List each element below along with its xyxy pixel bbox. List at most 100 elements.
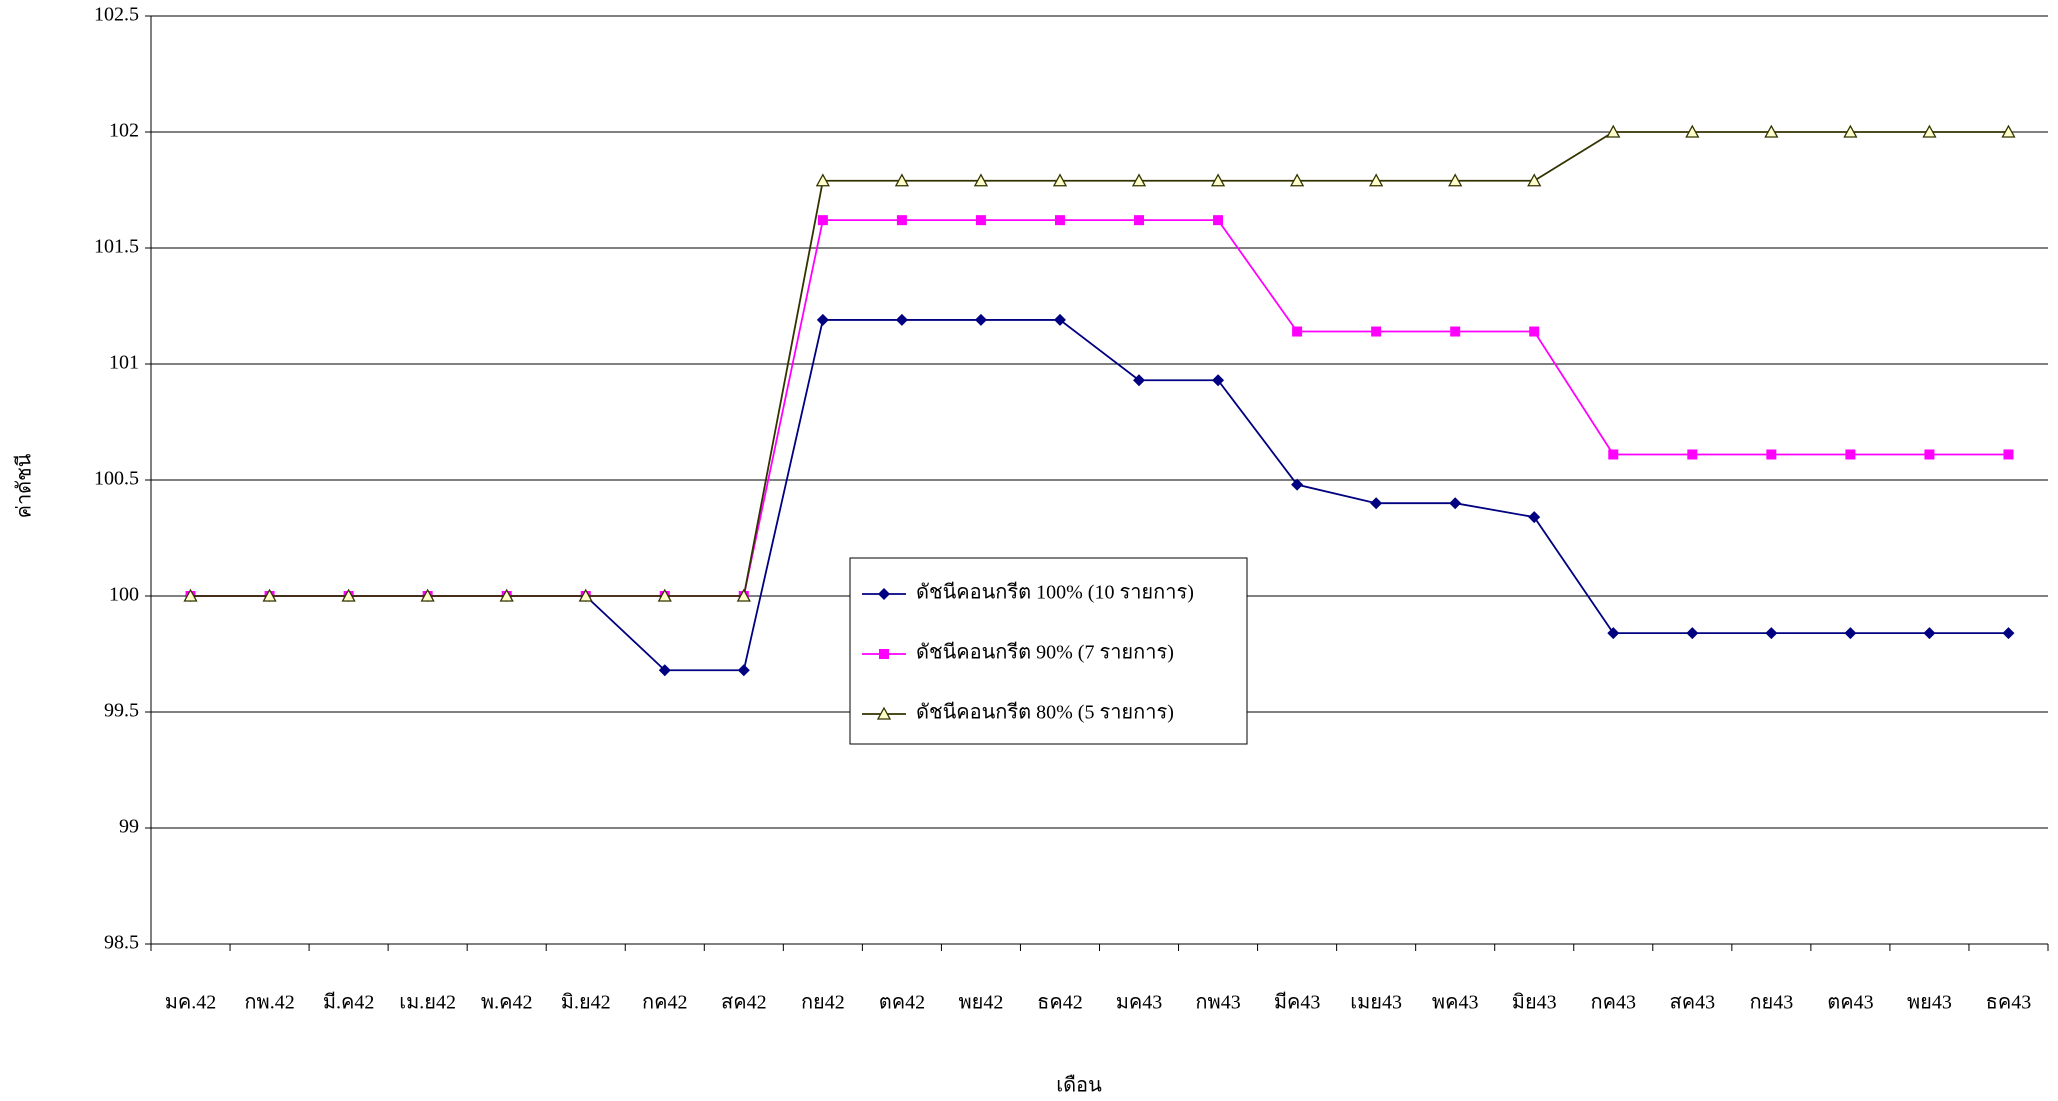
marker — [499, 588, 514, 602]
x-tick-label: กค43 — [1591, 992, 1637, 1014]
marker — [1764, 124, 1779, 138]
marker — [2002, 627, 2015, 640]
marker — [1052, 173, 1068, 187]
x-tick-label: พ.ค42 — [481, 992, 533, 1014]
marker — [658, 664, 671, 677]
marker — [974, 313, 987, 326]
x-tick-label: ธค43 — [1986, 992, 2032, 1014]
marker — [817, 215, 828, 226]
x-tick-label: ตค43 — [1827, 992, 1873, 1014]
marker — [1686, 627, 1699, 640]
marker — [2003, 449, 2014, 460]
x-tick-label: มค.42 — [165, 992, 217, 1014]
marker — [1054, 215, 1065, 226]
legend-marker — [878, 588, 890, 600]
marker — [1766, 449, 1777, 460]
x-tick-label: ตค42 — [879, 992, 925, 1014]
marker — [657, 588, 672, 602]
marker — [737, 664, 750, 677]
legend-marker — [879, 649, 889, 659]
marker — [1843, 124, 1858, 138]
marker — [1290, 173, 1305, 187]
y-tick-label: 101.5 — [94, 236, 139, 258]
marker — [1607, 627, 1620, 640]
marker — [1134, 215, 1145, 226]
marker — [1131, 173, 1147, 187]
legend-label: ดัชนีคอนกรีต 90% (7 รายการ) — [916, 642, 1174, 664]
marker — [1450, 326, 1461, 337]
marker — [1371, 326, 1382, 337]
legend-label: ดัชนีคอนกรีต 80% (5 รายการ) — [916, 702, 1174, 724]
marker — [1608, 449, 1619, 460]
marker — [1527, 173, 1542, 187]
marker — [183, 588, 198, 602]
x-tick-label: กพ43 — [1195, 992, 1240, 1014]
x-tick-label: สค42 — [721, 992, 767, 1014]
marker — [1370, 497, 1383, 510]
y-tick-label: 102 — [109, 120, 139, 142]
legend-label: ดัชนีคอนกรีต 100% (10 รายการ) — [916, 582, 1194, 604]
marker — [895, 313, 908, 326]
x-tick-label: พย43 — [1907, 992, 1952, 1014]
marker — [262, 588, 277, 602]
series-line — [190, 131, 2009, 597]
marker — [1924, 449, 1935, 460]
y-tick-label: 100.5 — [94, 468, 139, 490]
y-tick-label: 99.5 — [104, 700, 139, 722]
x-tick-label: สค43 — [1670, 992, 1716, 1014]
legend-box — [849, 557, 1248, 745]
marker — [1685, 124, 1700, 138]
y-tick-label: 102.5 — [94, 4, 139, 26]
marker — [1765, 627, 1778, 640]
marker — [1210, 173, 1226, 187]
marker — [1053, 313, 1066, 326]
marker — [1529, 326, 1540, 337]
marker — [1212, 374, 1225, 387]
x-tick-label: กย42 — [801, 992, 845, 1014]
y-tick-label: 100 — [109, 584, 139, 606]
marker — [1291, 478, 1304, 491]
x-tick-label: มี.ค42 — [323, 992, 375, 1014]
x-axis-title: เดือน — [1056, 1075, 1102, 1097]
marker — [1448, 173, 1463, 187]
marker — [1687, 449, 1698, 460]
marker — [815, 173, 830, 187]
marker — [1449, 497, 1462, 510]
x-tick-label: กพ.42 — [244, 992, 294, 1014]
x-tick-label: มีค43 — [1274, 992, 1321, 1014]
x-tick-label: กย43 — [1749, 992, 1793, 1014]
x-tick-label: เม.ย42 — [399, 992, 456, 1014]
marker — [896, 215, 907, 226]
marker — [341, 588, 356, 602]
marker — [894, 173, 909, 187]
legend-marker — [876, 706, 892, 720]
marker — [1369, 173, 1384, 187]
marker — [578, 588, 593, 602]
y-tick-label: 98.5 — [104, 932, 139, 954]
x-tick-label: กค42 — [642, 992, 688, 1014]
marker — [1292, 326, 1303, 337]
marker — [420, 588, 435, 602]
marker — [1213, 215, 1224, 226]
series-line — [190, 219, 2009, 597]
x-tick-label: ธค42 — [1037, 992, 1083, 1014]
marker — [816, 313, 829, 326]
x-tick-label: มิ.ย42 — [561, 992, 611, 1014]
x-tick-label: มิย43 — [1512, 992, 1557, 1014]
x-tick-label: พย42 — [958, 992, 1003, 1014]
marker — [975, 215, 986, 226]
marker — [1528, 511, 1541, 524]
marker — [973, 173, 989, 187]
y-tick-label: 99 — [119, 816, 139, 838]
y-tick-label: 101 — [109, 352, 139, 374]
marker — [1922, 124, 1937, 138]
marker — [1606, 124, 1621, 138]
marker — [736, 588, 751, 602]
marker — [1845, 449, 1856, 460]
y-axis-title: ค่าดัชนี — [14, 453, 36, 518]
marker — [2001, 124, 2016, 138]
x-tick-label: พค43 — [1432, 992, 1479, 1014]
x-tick-label: มค43 — [1116, 992, 1163, 1014]
marker — [1923, 627, 1936, 640]
